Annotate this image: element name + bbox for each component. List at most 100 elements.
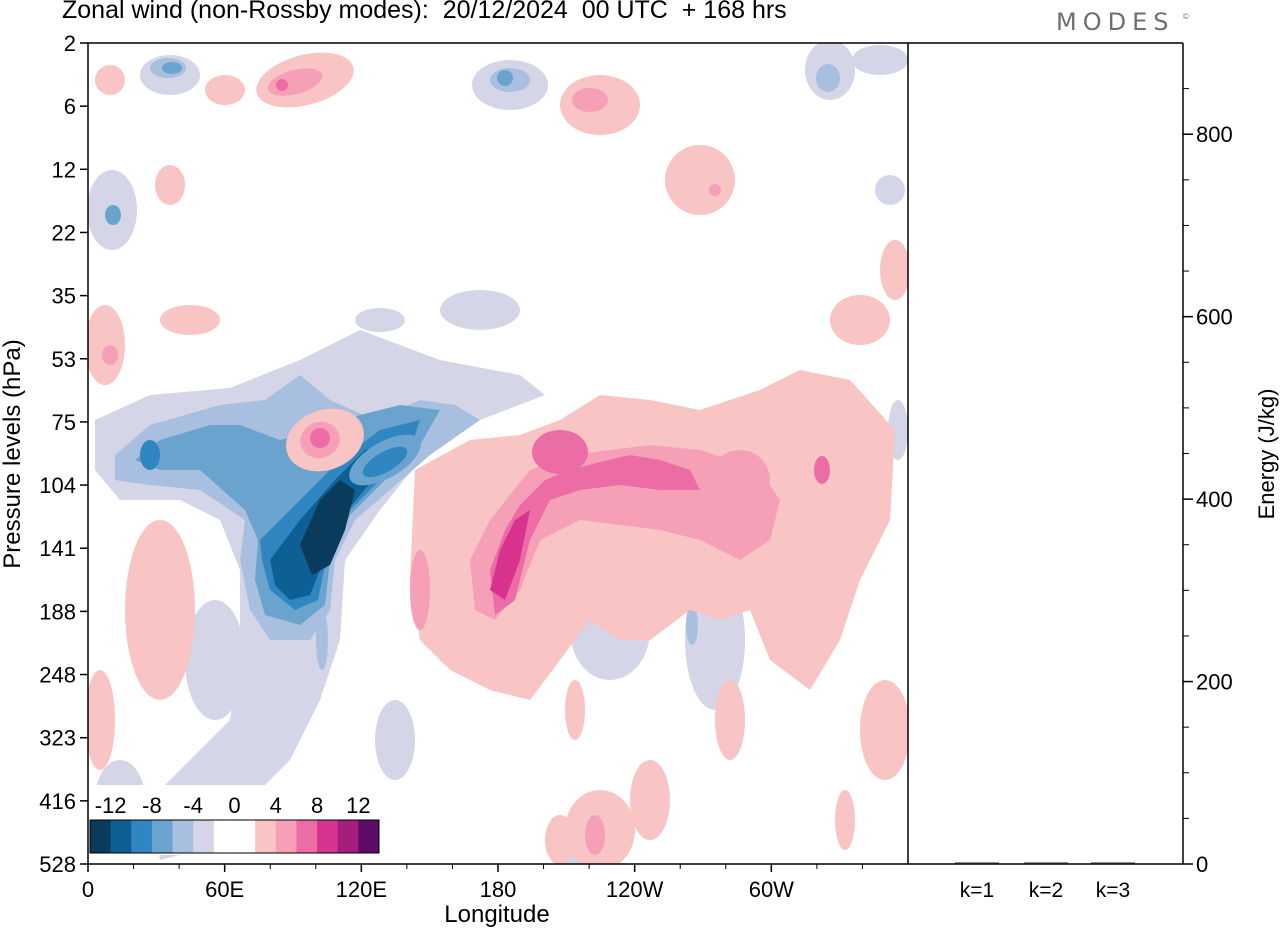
energy-bar [955, 862, 999, 864]
energy-bar-label: k=1 [960, 879, 994, 902]
colorbar-label: 12 [346, 793, 370, 818]
y-tick-label: 528 [39, 852, 76, 877]
energy-tick-label: 200 [1196, 670, 1233, 695]
positive-contour [710, 450, 770, 510]
energy-axis: 0 200 400 600 800 [1183, 88, 1233, 877]
positive-contour [565, 680, 585, 740]
negative-contour [440, 290, 520, 330]
positive-contour [490, 510, 530, 600]
y-tick-label: 416 [39, 789, 76, 814]
energy-bar-label: k=3 [1096, 879, 1130, 902]
positive-contour [814, 456, 830, 484]
negative-contour [375, 700, 415, 780]
positive-contour [532, 430, 588, 474]
colorbar-frame [89, 819, 380, 854]
negative-contour [497, 70, 513, 86]
modes-logo: MODES [1056, 8, 1175, 36]
colorbar-label: -4 [183, 793, 203, 818]
colorbar-cell [172, 820, 194, 853]
y-tick-label: 2 [64, 31, 76, 56]
colorbar-cell [110, 820, 132, 853]
energy-tick-label: 0 [1196, 852, 1208, 877]
positive-contour [410, 370, 895, 700]
positive-contour [860, 680, 908, 780]
energy-tick-label: 800 [1196, 122, 1233, 147]
y-tick-label: 104 [39, 473, 76, 498]
positive-contour [630, 760, 670, 840]
positive-contour [490, 455, 700, 615]
positive-contour [160, 305, 220, 335]
y-tick-label: 188 [39, 599, 76, 624]
negative-contour [316, 610, 328, 670]
negative-contour [686, 605, 698, 645]
positive-contour [155, 165, 185, 205]
x-tick-label: 60W [749, 877, 794, 902]
negative-contour [185, 600, 245, 720]
positive-contour [709, 184, 721, 196]
energy-bar-label: k=2 [1029, 879, 1063, 902]
positive-contour [835, 790, 855, 850]
negative-contour [162, 62, 182, 74]
colorbar-cell [193, 820, 215, 853]
colorbar-cell [296, 820, 318, 853]
y-tick-label: 6 [64, 94, 76, 119]
colorbar-cell [151, 820, 174, 853]
negative-contour [105, 205, 121, 225]
positive-contour [310, 428, 330, 448]
copyright-mark: © [1183, 12, 1189, 21]
x-tick-label: 120E [336, 877, 387, 902]
positive-contour [715, 680, 745, 760]
positive-contour [830, 295, 890, 345]
colorbar-label: 4 [270, 793, 282, 818]
positive-contour [410, 550, 430, 630]
y-tick-label: 323 [39, 726, 76, 751]
y-tick-label: 53 [52, 347, 76, 372]
y-tick-label: 35 [52, 284, 76, 309]
contour-field [88, 43, 908, 864]
positive-contour [88, 305, 125, 385]
negative-contour [355, 308, 405, 332]
x-axis-label: Longitude [444, 901, 549, 928]
positive-contour [880, 240, 908, 300]
colorbar-cell [337, 820, 359, 853]
colorbar-label: -12 [95, 793, 127, 818]
positive-contour [102, 345, 118, 365]
y-tick-label: 141 [39, 536, 76, 561]
positive-contour [125, 520, 195, 700]
y-tick-label: 248 [39, 663, 76, 688]
colorbar-label: -8 [142, 793, 162, 818]
negative-contour [875, 175, 905, 205]
y-tick-label: 12 [52, 157, 76, 182]
colorbar-cell [255, 820, 277, 853]
y-tick-label: 75 [52, 410, 76, 435]
colorbar-cell [317, 820, 339, 853]
x-tick-label: 120W [606, 877, 664, 902]
energy-tick-label: 400 [1196, 487, 1233, 512]
colorbar-label: 8 [311, 793, 323, 818]
positive-contour [205, 75, 245, 105]
positive-contour [545, 815, 575, 864]
energy-bar-labels: k=1 k=2 k=3 [960, 879, 1130, 902]
positive-contour [95, 65, 125, 95]
positive-contour [276, 79, 288, 91]
negative-contour [816, 64, 840, 92]
y-tick-label: 22 [52, 220, 76, 245]
positive-contour [88, 670, 115, 770]
energy-tick-label: 600 [1196, 305, 1233, 330]
negative-contour [852, 45, 908, 75]
positive-contour [585, 815, 605, 855]
colorbar-cell [275, 820, 297, 853]
x-tick-label: 180 [480, 877, 517, 902]
positive-contour [665, 145, 735, 215]
energy-bar [1091, 862, 1135, 864]
chart-title: Zonal wind (non-Rossby modes): 20/12/202… [62, 0, 787, 24]
colorbar-cell [131, 820, 153, 853]
colorbar-cell [213, 820, 235, 853]
colorbar: -12 -8 -4 0 4 8 12 [88, 785, 381, 855]
y-axis-label: Pressure levels (hPa) [0, 339, 26, 568]
negative-contour [362, 446, 408, 478]
positive-contour [572, 88, 608, 112]
negative-contour [140, 440, 160, 470]
longitude-axis: 0 60E 120E 180 120W 60W [82, 864, 863, 902]
